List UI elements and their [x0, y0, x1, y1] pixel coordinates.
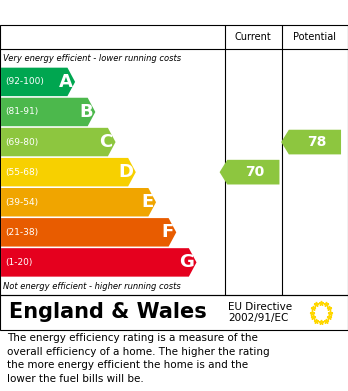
Text: (1-20): (1-20): [5, 258, 33, 267]
Text: 78: 78: [307, 135, 326, 149]
Text: Current: Current: [235, 32, 272, 42]
Text: (21-38): (21-38): [5, 228, 38, 237]
Polygon shape: [1, 218, 176, 247]
Text: (81-91): (81-91): [5, 108, 39, 117]
Text: D: D: [118, 163, 133, 181]
Polygon shape: [1, 128, 116, 156]
Polygon shape: [1, 188, 156, 217]
Polygon shape: [1, 248, 197, 277]
Text: Very energy efficient - lower running costs: Very energy efficient - lower running co…: [3, 54, 182, 63]
Text: (55-68): (55-68): [5, 168, 39, 177]
Text: G: G: [179, 253, 194, 271]
Text: Potential: Potential: [293, 32, 337, 42]
Text: 70: 70: [245, 165, 265, 179]
Text: B: B: [79, 103, 93, 121]
Polygon shape: [220, 160, 279, 185]
Text: C: C: [100, 133, 113, 151]
Text: Not energy efficient - higher running costs: Not energy efficient - higher running co…: [3, 282, 181, 291]
Text: (69-80): (69-80): [5, 138, 39, 147]
Text: England & Wales: England & Wales: [9, 303, 206, 323]
Polygon shape: [281, 130, 341, 154]
Polygon shape: [1, 98, 95, 126]
Polygon shape: [1, 68, 75, 96]
Text: A: A: [58, 73, 72, 91]
Text: EU Directive
2002/91/EC: EU Directive 2002/91/EC: [228, 302, 292, 323]
Text: F: F: [161, 223, 173, 241]
Text: Energy Efficiency Rating: Energy Efficiency Rating: [9, 5, 219, 20]
Text: (92-100): (92-100): [5, 77, 44, 86]
Text: E: E: [141, 193, 153, 211]
Polygon shape: [1, 158, 136, 187]
Text: (39-54): (39-54): [5, 198, 38, 207]
Text: The energy efficiency rating is a measure of the
overall efficiency of a home. T: The energy efficiency rating is a measur…: [7, 333, 270, 384]
